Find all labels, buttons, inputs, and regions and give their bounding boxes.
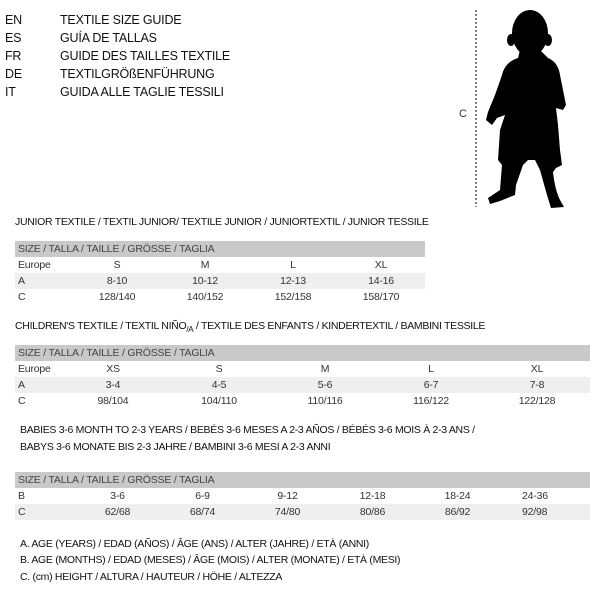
lang-code: ES <box>5 31 22 45</box>
cell: 5-6 <box>272 377 378 393</box>
cell: 74/80 <box>245 504 330 520</box>
cell: 7-8 <box>484 377 591 393</box>
cell: 122/128 <box>518 395 556 407</box>
cell: 6-7 <box>378 377 484 393</box>
cell: XS <box>106 363 120 375</box>
cell: 68/74 <box>160 504 245 520</box>
cell: 86/92 <box>415 504 500 520</box>
table-row: C 128/140 140/152 152/158 158/170 <box>15 289 425 305</box>
cell: 8-10 <box>73 273 161 289</box>
title-part: / TEXTILE DES ENFANTS / KINDERTEXTIL / B… <box>193 320 486 332</box>
lang-code: FR <box>5 49 22 63</box>
size-header: SIZE / TALLA / TAILLE / GRÖSSE / TAGLIA <box>15 472 591 488</box>
height-measure-label: C <box>459 108 467 120</box>
cell: 24-36 <box>522 490 548 502</box>
row-label: Europe <box>18 259 51 271</box>
cell: 12-18 <box>359 490 386 502</box>
cell: 62/68 <box>75 504 160 520</box>
row-label: A <box>15 273 73 289</box>
cell: S <box>215 363 223 375</box>
babies-section-title-line1: BABIES 3-6 MONTH TO 2-3 YEARS / BEBÉS 3-… <box>20 424 475 436</box>
lang-code: DE <box>5 67 22 81</box>
table-row: Europe S M L XL <box>15 257 425 273</box>
row-label: B <box>18 490 25 502</box>
cell: M <box>320 363 330 375</box>
junior-section-title: JUNIOR TEXTILE / TEXTIL JUNIOR/ TEXTILE … <box>15 216 429 228</box>
title-part: CHILDREN'S TEXTILE / TEXTIL NIÑO <box>15 320 187 332</box>
table-row: A 3-4 4-5 5-6 6-7 7-8 <box>15 377 591 393</box>
row-label: C <box>15 504 75 520</box>
lang-title: GUIDA ALLE TAGLIE TESSILI <box>60 85 224 99</box>
table-row: Europe XS S M L XL <box>15 361 590 377</box>
cell: 110/116 <box>307 395 343 407</box>
lang-title: TEXTILE SIZE GUIDE <box>60 13 182 27</box>
lang-title: GUÍA DE TALLAS <box>60 31 157 45</box>
size-header-row: SIZE / TALLA / TAILLE / GRÖSSE / TAGLIA <box>15 472 591 488</box>
junior-size-table: SIZE / TALLA / TAILLE / GRÖSSE / TAGLIA … <box>15 241 425 305</box>
cell: M <box>200 259 210 271</box>
legend-note-c: C. (cm) HEIGHT / ALTURA / HAUTEUR / HÖHE… <box>20 571 283 583</box>
cell: 6-9 <box>195 490 210 502</box>
table-row: C 62/68 68/74 74/80 80/86 86/92 92/98 <box>15 504 591 520</box>
cell: 12-13 <box>249 273 337 289</box>
row-label: C <box>18 291 26 303</box>
size-header-row: SIZE / TALLA / TAILLE / GRÖSSE / TAGLIA <box>15 241 425 257</box>
cell: S <box>113 259 121 271</box>
babies-section-title-line2: BABYS 3-6 MONATE BIS 2-3 JAHRE / BAMBINI… <box>20 441 331 453</box>
row-label: A <box>15 377 60 393</box>
babies-size-table: SIZE / TALLA / TAILLE / GRÖSSE / TAGLIA … <box>15 472 591 520</box>
silhouette-body <box>486 50 566 208</box>
size-header-row: SIZE / TALLA / TAILLE / GRÖSSE / TAGLIA <box>15 345 591 361</box>
cell: 152/158 <box>274 291 312 303</box>
cell: 116/122 <box>413 395 449 407</box>
cell: 9-12 <box>277 490 298 502</box>
legend-note-a: A. AGE (YEARS) / EDAD (AÑOS) / ÂGE (ANS)… <box>20 538 369 550</box>
cell: 3-4 <box>60 377 166 393</box>
row-label: Europe <box>18 363 51 375</box>
cell: 3-6 <box>110 490 125 502</box>
cell: 10-12 <box>161 273 249 289</box>
cell: 80/86 <box>330 504 415 520</box>
title-sub: /A <box>186 325 194 335</box>
table-row: B 3-6 6-9 9-12 12-18 18-24 24-36 <box>15 488 590 504</box>
cell: 104/110 <box>201 395 237 407</box>
cell: 92/98 <box>500 504 591 520</box>
cell: 14-16 <box>337 273 425 289</box>
cell: XL <box>530 363 544 375</box>
cell: 18-24 <box>444 490 471 502</box>
lang-code: IT <box>5 85 16 99</box>
cell: 158/170 <box>362 291 400 303</box>
cell: 128/140 <box>98 291 136 303</box>
children-section-title: CHILDREN'S TEXTILE / TEXTIL NIÑO/A / TEX… <box>15 320 485 334</box>
lang-title: TEXTILGRÖßENFÜHRUNG <box>60 67 215 81</box>
size-header: SIZE / TALLA / TAILLE / GRÖSSE / TAGLIA <box>15 345 591 361</box>
table-row: A 8-10 10-12 12-13 14-16 <box>15 273 425 289</box>
legend-note-b: B. AGE (MONTHS) / EDAD (MESES) / ÂGE (MO… <box>20 554 401 566</box>
silhouette-head <box>512 10 548 56</box>
cell: XL <box>374 259 388 271</box>
children-size-table: SIZE / TALLA / TAILLE / GRÖSSE / TAGLIA … <box>15 345 591 409</box>
cell: L <box>290 259 296 271</box>
cell: 140/152 <box>186 291 224 303</box>
cell: 4-5 <box>166 377 272 393</box>
table-row: C 98/104 104/110 110/116 116/122 122/128 <box>15 393 590 409</box>
cell: 98/104 <box>97 395 129 407</box>
cell: L <box>428 363 434 375</box>
row-label: C <box>18 395 26 407</box>
lang-code: EN <box>5 13 22 27</box>
size-header: SIZE / TALLA / TAILLE / GRÖSSE / TAGLIA <box>15 241 425 257</box>
lang-title: GUIDE DES TAILLES TEXTILE <box>60 49 231 63</box>
child-silhouette-icon <box>475 10 566 208</box>
